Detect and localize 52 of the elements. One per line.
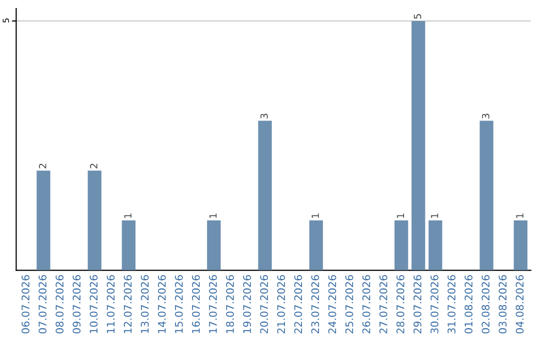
data-label: 1: [516, 214, 524, 218]
x-tick-label: 12.07.2026: [124, 275, 132, 333]
data-label: 3: [260, 114, 268, 118]
x-tick-label: 01.08.2026: [464, 275, 472, 334]
x-tick-label: 28.07.2026: [396, 275, 404, 334]
bar: [207, 220, 221, 270]
x-tick-label: 19.07.2026: [243, 275, 251, 333]
x-tick-label: 13.07.2026: [140, 275, 149, 333]
x-tick-label: 31.07.2026: [448, 275, 456, 334]
x-tick-label: 14.07.2026: [158, 275, 166, 333]
bar: [122, 220, 136, 270]
x-tick-label: 22.07.2026: [294, 275, 302, 334]
data-label: 1: [209, 214, 217, 218]
x-tick-label: 27.07.2026: [379, 275, 388, 334]
data-label: 1: [430, 214, 438, 218]
x-tick-label: 21.07.2026: [277, 275, 286, 334]
bar: [394, 220, 408, 270]
x-tick-label: 25.07.2026: [345, 275, 354, 334]
bar: [36, 170, 50, 270]
x-tick-label: 17.07.2026: [209, 275, 217, 333]
x-tick-label: 09.07.2026: [72, 275, 81, 334]
data-label: 5: [414, 14, 422, 19]
x-tick-label: 23.07.2026: [311, 275, 320, 334]
x-tick-label: 11.07.2026: [106, 275, 115, 333]
x-tick-label: 16.07.2026: [192, 275, 200, 333]
bar: [88, 170, 102, 270]
x-tick-label: 15.07.2026: [174, 275, 183, 333]
x-tick-label: 07.07.2026: [38, 275, 46, 334]
data-label: 2: [90, 164, 98, 168]
bar: [412, 20, 426, 270]
x-tick-label: 03.08.2026: [498, 275, 507, 334]
bar: [258, 120, 272, 270]
x-tick-label: 26.07.2026: [362, 275, 370, 334]
x-tick-label: 18.07.2026: [226, 275, 234, 333]
x-tick-label: 30.07.2026: [430, 275, 438, 334]
x-tick-label: 02.08.2026: [482, 275, 490, 334]
data-label: 1: [124, 214, 132, 218]
x-tick-label: 10.07.2026: [90, 275, 98, 333]
x-tick-label: 24.07.2026: [328, 275, 336, 334]
bar: [309, 220, 323, 270]
bar: [480, 120, 494, 270]
data-label: 1: [396, 214, 404, 218]
x-tick-label: 20.07.2026: [260, 275, 268, 334]
data-label: 3: [482, 114, 490, 118]
x-tick-label: 06.07.2026: [22, 275, 30, 334]
data-label: 1: [312, 214, 319, 218]
x-tick-label: 29.07.2026: [413, 275, 422, 334]
bar: [514, 220, 528, 270]
x-tick-label: 08.07.2026: [56, 275, 64, 334]
x-tick-label: 04.08.2026: [516, 275, 524, 334]
data-label: 2: [38, 164, 46, 168]
bar: [428, 220, 442, 270]
